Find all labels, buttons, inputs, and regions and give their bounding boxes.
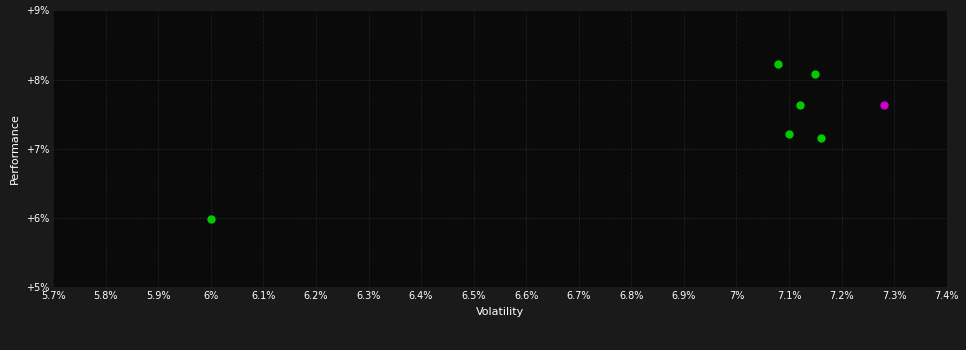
Point [792, 103, 808, 108]
Point [771, 61, 786, 66]
Point [876, 103, 892, 108]
X-axis label: Volatility: Volatility [476, 307, 524, 317]
Point [808, 71, 823, 77]
Point [203, 216, 218, 222]
Point [781, 131, 797, 136]
Point [812, 135, 828, 141]
Y-axis label: Performance: Performance [10, 113, 20, 184]
